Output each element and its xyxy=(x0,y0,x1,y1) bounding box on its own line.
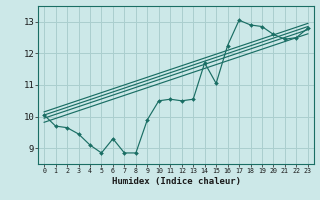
X-axis label: Humidex (Indice chaleur): Humidex (Indice chaleur) xyxy=(111,177,241,186)
